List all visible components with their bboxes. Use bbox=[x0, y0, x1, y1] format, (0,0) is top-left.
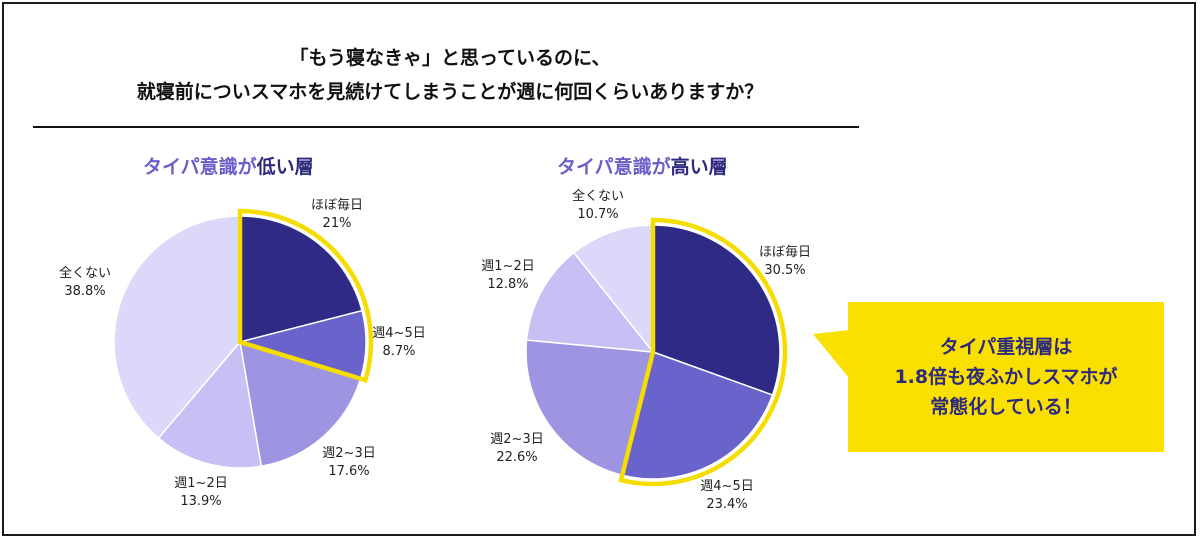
pie-high-value-1-2-days: 12.8% bbox=[487, 277, 529, 292]
chart-title-low-emphasis: 低い層 bbox=[256, 156, 314, 178]
pie-high-slice-never bbox=[572, 224, 654, 355]
pie-low-label-daily: ほぼ毎日 21% bbox=[287, 197, 387, 233]
pie-low-label-1-2-days: 週1~2日 13.9% bbox=[151, 475, 251, 511]
pie-low-label-never: 全くない 38.8% bbox=[35, 265, 135, 301]
pie-low-value-4-5-days: 8.7% bbox=[382, 344, 416, 359]
pie-high-highlight-outline bbox=[618, 217, 788, 487]
chart-title-low: タイパ意識が低い層 bbox=[143, 152, 314, 179]
pie-high-label-2-3-days: 週2~3日 22.6% bbox=[467, 431, 567, 467]
pie-high-slice-2-3-days bbox=[525, 339, 654, 477]
pie-low-value-never: 38.8% bbox=[64, 284, 106, 299]
chart-title-low-prefix: タイパ意識が bbox=[143, 156, 257, 178]
pie-high-slice-daily bbox=[652, 224, 781, 396]
title-divider bbox=[33, 126, 859, 128]
survey-question-line-1: 「もう寝なきゃ」と思っているのに、 bbox=[289, 47, 611, 69]
survey-question-line-2: 就寝前についスマホを見続けてしまうことが週に何回くらいありますか？ bbox=[136, 81, 764, 103]
pie-low-slice-daily bbox=[239, 215, 363, 343]
pie-high-label-4-5-days: 週4~5日 23.4% bbox=[677, 478, 777, 514]
callout-line-3: 常態化している！ bbox=[930, 396, 1082, 418]
pie-low-value-daily: 21% bbox=[322, 216, 352, 231]
chart-title-high-prefix: タイパ意識が bbox=[557, 156, 671, 178]
pie-low-category-1-2-days: 週1~2日 bbox=[174, 476, 228, 491]
pie-low-label-2-3-days: 週2~3日 17.6% bbox=[299, 445, 399, 481]
pie-low-category-never: 全くない bbox=[58, 266, 111, 281]
pie-high-category-daily: ほぼ毎日 bbox=[758, 245, 811, 260]
pie-high-category-4-5-days: 週4~5日 bbox=[700, 479, 754, 494]
pie-high-slice-1-2-days bbox=[525, 251, 655, 353]
pie-low-label-4-5-days: 週4~5日 8.7% bbox=[349, 325, 449, 361]
pie-high-label-1-2-days: 週1~2日 12.8% bbox=[458, 258, 558, 294]
callout-text: タイパ重視層は 1.8倍も夜ふかしスマホが 常態化している！ bbox=[848, 332, 1164, 422]
pie-high-label-never: 全くない 10.7% bbox=[548, 188, 648, 224]
callout-line-1: タイパ重視層は bbox=[939, 336, 1073, 358]
pie-low-value-1-2-days: 13.9% bbox=[180, 494, 222, 509]
chart-title-high: タイパ意識が高い層 bbox=[557, 152, 728, 179]
pie-high-category-never: 全くない bbox=[571, 189, 624, 204]
pie-low-category-2-3-days: 週2~3日 bbox=[322, 446, 376, 461]
chart-title-high-emphasis: 高い層 bbox=[670, 156, 728, 178]
pie-high-slice-4-5-days bbox=[621, 351, 774, 480]
callout-line-2: 1.8倍も夜ふかしスマホが bbox=[894, 366, 1118, 388]
pie-low-value-2-3-days: 17.6% bbox=[328, 464, 370, 479]
pie-low-slice-1-2-days bbox=[157, 340, 263, 469]
pie-high-label-daily: ほぼ毎日 30.5% bbox=[735, 244, 835, 280]
pie-low-slice-never bbox=[113, 215, 241, 440]
pie-low-highlight-outline bbox=[237, 208, 374, 383]
pie-high-value-never: 10.7% bbox=[577, 207, 619, 222]
pie-low-slice-2-3-days bbox=[239, 340, 362, 468]
pie-high-category-1-2-days: 週1~2日 bbox=[481, 259, 535, 274]
callout-box bbox=[848, 302, 1164, 452]
pie-high-value-2-3-days: 22.6% bbox=[496, 450, 538, 465]
pie-low-category-4-5-days: 週4~5日 bbox=[372, 326, 426, 341]
pie-high-value-daily: 30.5% bbox=[764, 263, 806, 278]
pie-low-category-daily: ほぼ毎日 bbox=[310, 198, 363, 213]
pie-high-value-4-5-days: 23.4% bbox=[706, 497, 748, 512]
pie-high-category-2-3-days: 週2~3日 bbox=[490, 432, 544, 447]
